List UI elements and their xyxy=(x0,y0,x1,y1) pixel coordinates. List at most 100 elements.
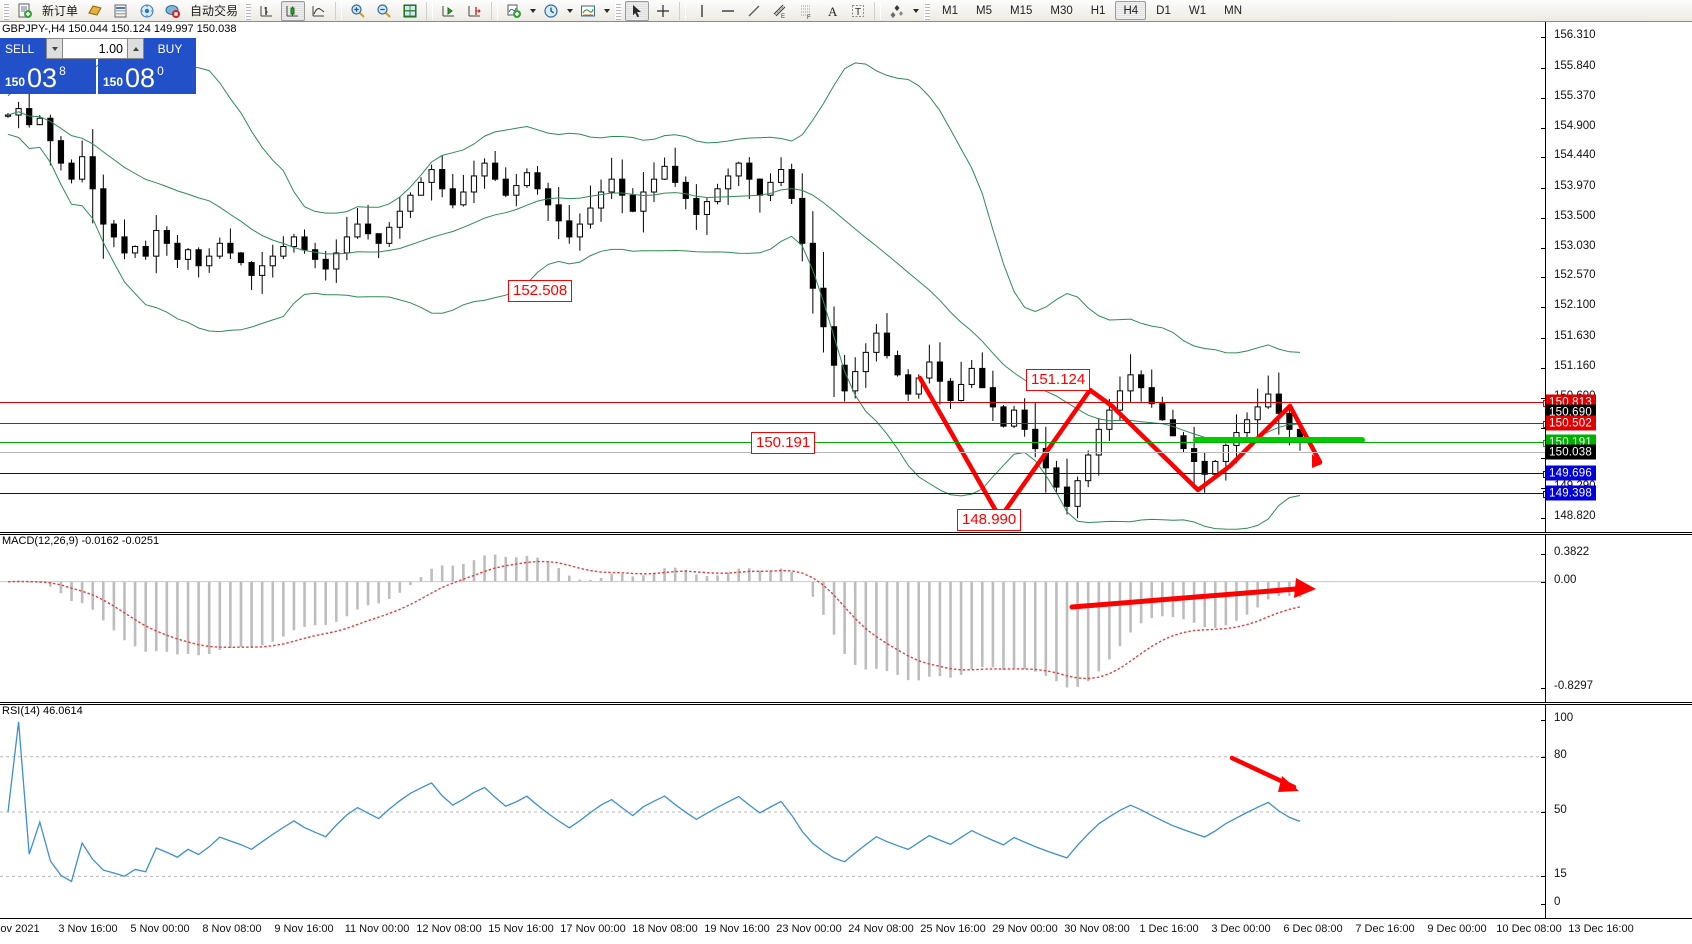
time-axis-label: 3 Dec 00:00 xyxy=(1211,923,1271,935)
volume-decrement-button[interactable] xyxy=(46,38,63,59)
autotrading-label[interactable]: 自动交易 xyxy=(190,4,239,18)
toolbar-grip-3[interactable] xyxy=(615,1,622,20)
toolbar-separator-2 xyxy=(426,1,434,20)
period-dropdown-caret[interactable] xyxy=(564,1,575,21)
toolbar-separator-3 xyxy=(491,1,499,20)
chart-annotation-148.990[interactable]: 148.990 xyxy=(957,509,1022,531)
horizontal-line-icon[interactable] xyxy=(716,1,740,21)
price-chart-graphics xyxy=(4,52,1365,530)
timeframe-m1-button[interactable]: M1 xyxy=(942,4,959,17)
toolbar-grip[interactable] xyxy=(3,1,9,20)
vertical-line-icon[interactable] xyxy=(690,1,714,21)
new-order-label[interactable]: 新订单 xyxy=(42,4,79,18)
data-window-icon[interactable] xyxy=(135,1,159,21)
rsi-pane[interactable]: RSI(14) 46.0614 100 80 50 15 0 xyxy=(0,704,1692,918)
time-axis-label: 19 Nov 16:00 xyxy=(704,923,770,935)
time-axis-label: 6 Dec 08:00 xyxy=(1283,923,1343,935)
timeframe-h1-button[interactable]: H1 xyxy=(1090,4,1106,17)
time-axis-label: 11 Nov 00:00 xyxy=(344,923,410,935)
indicators-dropdown-caret[interactable] xyxy=(527,1,538,21)
sell-button[interactable]: SELL xyxy=(0,38,46,59)
timeframe-group: M1 M5 M15 M30 H1 H4 D1 W1 MN xyxy=(933,1,1251,20)
equidistant-channel-icon[interactable]: E xyxy=(768,1,792,21)
sell-price-pip: 8 xyxy=(59,64,66,78)
tile-windows-icon[interactable] xyxy=(398,1,422,21)
time-axis-label: 8 Nov 08:00 xyxy=(202,923,262,935)
text-icon[interactable]: A xyxy=(820,1,844,21)
price-level-handle[interactable] xyxy=(1543,490,1545,498)
timeframe-mn-button[interactable]: MN xyxy=(1224,4,1242,17)
line-chart-icon[interactable] xyxy=(307,1,331,21)
chart-annotation-152.508[interactable]: 152.508 xyxy=(508,280,573,302)
chart-annotation-151.124[interactable]: 151.124 xyxy=(1026,369,1091,391)
price-chart-pane[interactable]: 152.508 151.124 150.191 148.990 156.310 155.… xyxy=(0,22,1692,532)
time-axis-label: 5 Nov 00:00 xyxy=(130,923,190,935)
text-label-icon[interactable]: T xyxy=(846,1,870,21)
cursor-icon[interactable] xyxy=(625,0,650,21)
time-axis-label: 10 Dec 08:00 xyxy=(1496,923,1562,935)
price-level-handle[interactable] xyxy=(1543,420,1545,428)
toolbar-grip-2[interactable] xyxy=(245,1,252,20)
toolbar-grip-4[interactable] xyxy=(924,1,931,20)
timeframe-m15-button[interactable]: M15 xyxy=(1010,4,1033,17)
toolbar-separator xyxy=(335,1,343,20)
templates-dropdown-caret[interactable] xyxy=(601,1,612,21)
time-axis-label: 29 Nov 00:00 xyxy=(992,923,1058,935)
sell-price-button[interactable]: 150 03 8 xyxy=(0,59,96,94)
volume-increment-button[interactable] xyxy=(127,38,144,59)
price-tag-150.502: 150.502 xyxy=(1546,415,1596,431)
time-axis-label: 25 Nov 16:00 xyxy=(920,923,986,935)
time-axis[interactable]: ov 2021 3 Nov 16:00 5 Nov 00:00 8 Nov 08:00… xyxy=(0,918,1692,944)
price-level-handle[interactable] xyxy=(1543,439,1545,447)
timeframe-h4-button[interactable]: H4 xyxy=(1115,1,1147,20)
pane-separator-2 xyxy=(0,702,1692,703)
zoom-out-icon[interactable] xyxy=(372,1,396,21)
oct-header-row: SELL 1.00 BUY xyxy=(0,38,196,59)
trendline-icon[interactable] xyxy=(742,1,766,21)
price-chart-canvas[interactable]: 152.508 151.124 150.191 148.990 xyxy=(0,22,1546,532)
price-level-line-150.502[interactable] xyxy=(0,420,1545,428)
zoom-in-icon[interactable] xyxy=(346,1,370,21)
profiles-icon[interactable] xyxy=(83,1,107,21)
price-tag-149.398: 149.398 xyxy=(1546,485,1596,501)
time-axis-label: 23 Nov 00:00 xyxy=(776,923,842,935)
price-level-handle[interactable] xyxy=(1543,470,1545,478)
macd-canvas[interactable]: MACD(12,26,9) -0.0162 -0.0251 xyxy=(0,534,1546,702)
autotrading-icon[interactable] xyxy=(161,1,185,21)
price-axis[interactable]: 156.310 155.840 155.370 154.900 154.440 153.9… xyxy=(1541,22,1692,532)
chart-shift-icon[interactable] xyxy=(463,1,487,21)
auto-scroll-icon[interactable] xyxy=(437,1,461,21)
volume-input[interactable]: 1.00 xyxy=(63,38,127,59)
chart-annotation-150.191[interactable]: 150.191 xyxy=(751,432,816,454)
macd-pane[interactable]: MACD(12,26,9) -0.0162 -0.0251 0.3822 0.00… xyxy=(0,534,1692,702)
timeframe-d1-button[interactable]: D1 xyxy=(1156,4,1171,17)
price-level-line-149.696[interactable] xyxy=(0,470,1545,478)
new-order-icon[interactable] xyxy=(13,1,37,21)
rsi-canvas[interactable]: RSI(14) 46.0614 xyxy=(0,704,1546,918)
main-toolbar: 新订单 xyxy=(0,0,1692,22)
market-watch-icon[interactable] xyxy=(109,1,133,21)
time-axis-label: 1 Dec 16:00 xyxy=(1139,923,1199,935)
crosshair-icon[interactable] xyxy=(651,1,675,21)
shapes-icon[interactable] xyxy=(885,1,909,21)
buy-price-button[interactable]: 150 08 0 xyxy=(98,59,196,94)
time-axis-label: 7 Dec 16:00 xyxy=(1355,923,1415,935)
svg-text:E: E xyxy=(781,14,785,19)
timeframe-w1-button[interactable]: W1 xyxy=(1188,4,1207,17)
shapes-dropdown-caret[interactable] xyxy=(910,1,921,21)
timeframe-m5-button[interactable]: M5 xyxy=(976,4,992,17)
bar-chart-icon[interactable] xyxy=(255,1,279,21)
fibonacci-icon[interactable]: F xyxy=(794,1,818,21)
candlestick-chart-icon[interactable] xyxy=(281,0,306,21)
price-level-line-150.813[interactable] xyxy=(0,399,1545,407)
price-level-line-149.398[interactable] xyxy=(0,490,1545,498)
period-icon[interactable] xyxy=(539,1,563,21)
price-level-handle[interactable] xyxy=(1543,399,1545,407)
buy-price-main: 08 xyxy=(125,63,156,93)
buy-button[interactable]: BUY xyxy=(144,38,196,59)
indicators-icon[interactable] xyxy=(502,1,526,21)
timeframe-m30-button[interactable]: M30 xyxy=(1050,4,1073,17)
svg-text:A: A xyxy=(828,4,838,19)
macd-graphics xyxy=(0,554,1545,688)
templates-icon[interactable] xyxy=(576,1,600,21)
